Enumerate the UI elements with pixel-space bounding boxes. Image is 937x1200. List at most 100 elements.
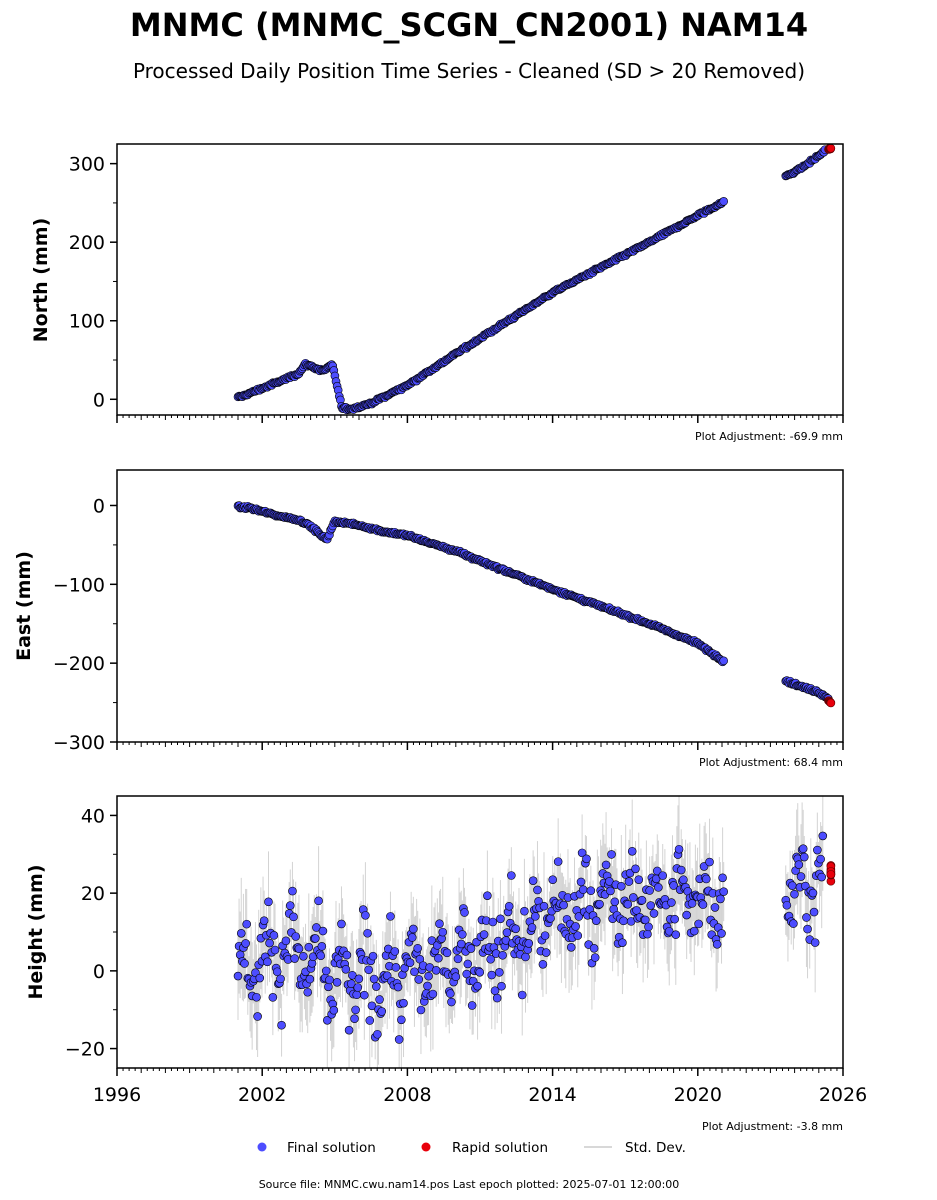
height-ytick-label: −20 [65,1039,105,1061]
north-ytick-label: 300 [69,154,105,176]
height-final-point [318,926,328,936]
height-final-point [456,939,466,949]
east-axis-label: East (mm) [13,551,35,661]
height-ytick-label: 0 [93,961,105,983]
height-final-point [548,875,558,885]
height-final-point [654,883,663,892]
height-final-point [264,897,273,907]
height-final-point [479,930,489,939]
height-final-point [607,850,616,859]
height-final-point [694,919,703,929]
height-ytick-label: 20 [81,883,105,905]
height-final-point [591,916,601,925]
height-final-point [782,900,792,910]
height-final-point [483,891,492,900]
height-final-point [671,930,681,939]
east-plot-frame [116,469,844,743]
height-final-point [528,876,538,885]
height-final-point [365,1016,375,1025]
east-ytick-label: −300 [53,732,105,754]
north-ytick-label: 0 [93,389,105,411]
height-final-point [619,916,628,926]
xtick-label: 2002 [238,1084,286,1106]
height-final-point [717,929,726,938]
height-final-point [325,975,334,985]
height-final-point [409,924,418,934]
height-final-point [277,1020,286,1030]
height-final-point [375,995,384,1004]
height-final-point [241,939,250,948]
height-final-point [504,901,514,911]
height-final-point [643,929,652,939]
height-final-point [803,924,812,934]
height-final-point [466,944,476,953]
height-final-point [269,931,279,940]
height-final-point [667,898,676,907]
height-final-point [796,872,806,881]
height-final-point [624,877,634,886]
height-panel: −20 0 20 40 1996 2002 2008 2014 2020 2026 Height … [25,795,867,1133]
height-final-point [303,987,312,997]
height-final-point [716,894,725,904]
height-final-point [263,957,272,967]
north-plot-adjustment: Plot Adjustment: -69.9 mm [695,430,843,443]
north-ytick-label: 200 [69,232,105,254]
height-final-point [294,944,304,954]
height-final-point [538,959,548,969]
height-final-point [595,899,604,909]
height-final-point [281,936,291,946]
height-final-point [623,899,633,909]
height-final-point [369,974,379,984]
height-final-point [233,971,243,981]
height-final-point [559,900,568,910]
height-final-point [446,989,455,998]
east-plot-adjustment: Plot Adjustment: 68.4 mm [699,756,843,769]
height-final-point [341,965,351,974]
height-final-point [627,846,637,856]
height-final-point [610,897,620,907]
height-final-point [272,967,282,977]
height-final-point [502,928,512,937]
height-final-point [463,959,473,969]
east-final-point [719,656,728,666]
height-final-point [574,912,584,921]
height-final-point [386,912,395,921]
height-final-point [305,974,315,984]
xtick-label: 2014 [528,1084,576,1106]
height-final-point [644,922,653,932]
height-final-point [646,901,656,910]
height-final-point [577,848,587,858]
height-final-point [322,1016,332,1025]
height-final-point [236,929,246,938]
height-axis-label: Height (mm) [25,864,47,999]
height-final-point [354,974,364,984]
height-final-point [582,854,591,864]
height-final-point [360,990,369,1000]
height-final-point [467,1001,477,1010]
height-final-point [790,889,799,899]
north-plot-frame [116,143,844,416]
height-final-point [524,939,534,948]
height-final-point [427,936,437,945]
height-final-point [652,866,662,876]
height-final-point [304,942,314,952]
height-final-point [520,906,529,916]
height-final-point [428,989,438,999]
height-final-point [813,845,822,855]
height-final-point [410,967,419,977]
height-final-point [517,990,527,1000]
east-panel: −300 −200 −100 0 East (mm) Plot Adjustment:… [13,469,844,769]
height-final-point [438,927,448,937]
height-final-point [809,907,819,917]
height-final-point [705,857,714,867]
height-final-point [496,914,505,924]
height-final-point [682,910,691,920]
height-final-point [589,944,599,953]
xtick-label: 2020 [674,1084,722,1106]
height-final-point [546,913,555,923]
height-final-point [451,972,461,981]
height-final-point [390,947,400,956]
xtick-label: 1996 [93,1084,141,1106]
height-final-point [431,966,441,975]
height-final-point [553,857,563,866]
